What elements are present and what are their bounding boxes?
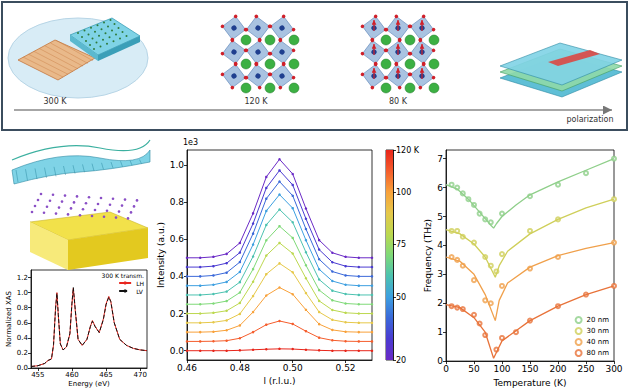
svg-text:1.2: 1.2 — [17, 274, 28, 282]
svg-text:7: 7 — [437, 154, 443, 164]
svg-text:0.6: 0.6 — [170, 234, 185, 244]
svg-text:0.52: 0.52 — [336, 363, 356, 373]
svg-text:l (r.l.u.): l (r.l.u.) — [263, 376, 295, 386]
svg-text:20: 20 — [396, 356, 406, 365]
svg-text:200: 200 — [549, 364, 566, 374]
svg-text:455: 455 — [31, 371, 44, 379]
svg-text:LH: LH — [136, 280, 144, 287]
svg-text:1: 1 — [437, 327, 443, 337]
svg-text:30 nm: 30 nm — [587, 327, 610, 335]
svg-text:50: 50 — [396, 293, 406, 302]
svg-text:Temperature (K): Temperature (K) — [493, 378, 567, 388]
svg-text:465: 465 — [99, 371, 112, 379]
svg-text:120 K: 120 K — [396, 146, 420, 155]
svg-text:0.46: 0.46 — [177, 363, 197, 373]
svg-text:0.8: 0.8 — [17, 304, 28, 312]
svg-text:0: 0 — [443, 364, 449, 374]
svg-text:460: 460 — [65, 371, 78, 379]
svg-text:0.48: 0.48 — [230, 363, 250, 373]
svg-text:100: 100 — [493, 364, 510, 374]
svg-text:75: 75 — [396, 240, 406, 249]
svg-text:2: 2 — [437, 298, 443, 308]
svg-text:300: 300 — [605, 364, 622, 374]
svg-text:6: 6 — [437, 183, 443, 193]
svg-text:1e3: 1e3 — [183, 138, 198, 147]
svg-text:0.2: 0.2 — [17, 349, 28, 357]
svg-text:300 K transm.: 300 K transm. — [102, 272, 144, 279]
svg-text:470: 470 — [133, 371, 146, 379]
svg-text:1.0: 1.0 — [17, 289, 28, 297]
svg-text:polarization: polarization — [566, 115, 613, 124]
svg-text:80 nm: 80 nm — [587, 349, 610, 357]
svg-text:Intensity (a.u.): Intensity (a.u.) — [156, 222, 166, 288]
svg-text:100: 100 — [396, 188, 411, 197]
svg-text:0.2: 0.2 — [170, 309, 184, 319]
svg-text:0.8: 0.8 — [170, 197, 185, 207]
svg-text:5: 5 — [437, 212, 443, 222]
svg-text:0.6: 0.6 — [17, 319, 29, 327]
svg-text:0: 0 — [437, 356, 443, 367]
svg-text:50: 50 — [468, 364, 480, 374]
svg-text:Normalized XAS: Normalized XAS — [5, 290, 13, 347]
svg-text:Frequency (THz): Frequency (THz) — [423, 219, 433, 292]
svg-text:Energy (eV): Energy (eV) — [68, 380, 110, 388]
svg-text:3: 3 — [437, 269, 443, 279]
svg-text:4: 4 — [437, 240, 443, 250]
svg-text:250: 250 — [577, 364, 594, 374]
svg-text:LV: LV — [136, 288, 144, 295]
svg-text:20 nm: 20 nm — [587, 316, 610, 324]
svg-text:80 K: 80 K — [389, 97, 408, 106]
svg-text:120 K: 120 K — [244, 97, 268, 106]
svg-text:0.0: 0.0 — [17, 364, 28, 372]
svg-text:0.50: 0.50 — [283, 363, 303, 373]
svg-text:0.4: 0.4 — [17, 334, 29, 342]
svg-text:0.4: 0.4 — [170, 271, 185, 281]
svg-text:1.0: 1.0 — [170, 160, 185, 170]
svg-text:40 nm: 40 nm — [587, 338, 610, 346]
svg-text:0.0: 0.0 — [170, 346, 185, 356]
svg-text:150: 150 — [521, 364, 538, 374]
svg-text:300 K: 300 K — [43, 97, 67, 106]
